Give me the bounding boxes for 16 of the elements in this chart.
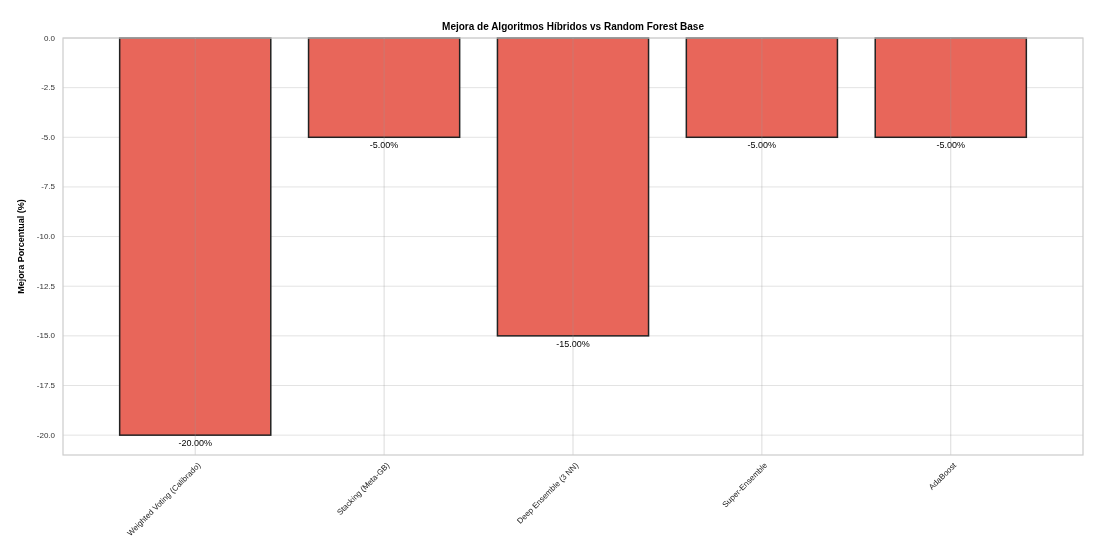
y-tick-label: 0.0	[43, 33, 56, 43]
data-label: -15.00%	[556, 338, 590, 349]
y-axis-title: Mejora Porcentual (%)	[16, 199, 26, 294]
chart-title: Mejora de Algoritmos Híbridos vs Random Forest Base	[442, 21, 705, 32]
y-tick-label: -2.5	[41, 83, 56, 93]
y-tick-label: -17.5	[36, 381, 56, 391]
y-tick-label: -12.5	[36, 281, 56, 291]
data-label: -20.00%	[178, 438, 212, 449]
y-tick-label: -7.5	[41, 182, 56, 192]
data-label: -5.00%	[747, 140, 777, 151]
y-tick-label: -15.0	[36, 331, 56, 341]
y-tick-label: -20.0	[36, 430, 56, 440]
data-label: -5.00%	[936, 140, 966, 151]
data-label: -5.00%	[369, 140, 399, 151]
y-tick-label: -10.0	[36, 232, 56, 242]
y-tick-label: -5.0	[41, 132, 56, 142]
